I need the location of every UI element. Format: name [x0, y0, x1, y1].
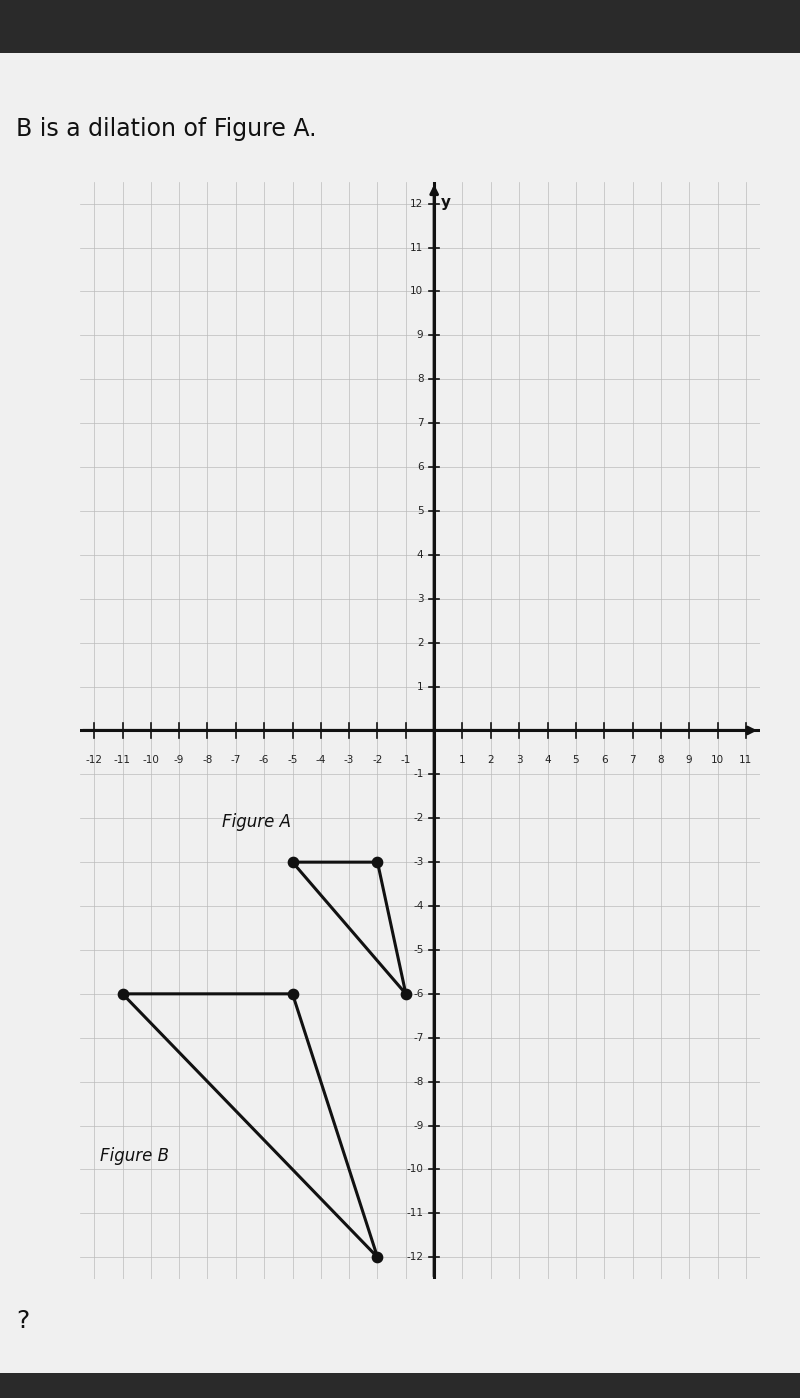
Text: -11: -11: [114, 755, 131, 765]
Text: -2: -2: [372, 755, 382, 765]
Text: y: y: [442, 194, 451, 210]
Text: 12: 12: [410, 199, 423, 208]
Text: Figure A: Figure A: [222, 814, 290, 830]
Text: 3: 3: [417, 594, 423, 604]
Text: -7: -7: [413, 1033, 423, 1043]
Text: ?: ?: [16, 1309, 30, 1334]
Point: [399, 983, 412, 1005]
Text: B is a dilation of Figure A.: B is a dilation of Figure A.: [16, 116, 317, 141]
Text: -8: -8: [202, 755, 213, 765]
Point: [371, 851, 384, 874]
Text: -8: -8: [413, 1076, 423, 1086]
Text: -3: -3: [413, 857, 423, 867]
Text: -10: -10: [406, 1165, 423, 1174]
Text: -4: -4: [316, 755, 326, 765]
Text: 2: 2: [417, 637, 423, 647]
Text: -12: -12: [86, 755, 102, 765]
Text: -2: -2: [413, 814, 423, 823]
Text: -5: -5: [413, 945, 423, 955]
Text: 3: 3: [516, 755, 522, 765]
Text: -11: -11: [406, 1208, 423, 1218]
Text: -1: -1: [413, 769, 423, 779]
Text: -5: -5: [287, 755, 298, 765]
Text: Figure B: Figure B: [100, 1146, 169, 1165]
Text: 10: 10: [711, 755, 724, 765]
Text: 2: 2: [487, 755, 494, 765]
Text: -4: -4: [413, 902, 423, 911]
Text: 7: 7: [417, 418, 423, 428]
Text: 5: 5: [417, 506, 423, 516]
Point: [371, 1246, 384, 1268]
Text: 8: 8: [417, 375, 423, 384]
Text: 7: 7: [629, 755, 636, 765]
Text: 4: 4: [544, 755, 551, 765]
Text: -6: -6: [259, 755, 270, 765]
Text: 4: 4: [417, 549, 423, 559]
Text: -1: -1: [401, 755, 411, 765]
Text: 1: 1: [459, 755, 466, 765]
Text: 11: 11: [739, 755, 753, 765]
Point: [286, 851, 299, 874]
Text: 11: 11: [410, 243, 423, 253]
Point: [116, 983, 129, 1005]
Text: -9: -9: [413, 1121, 423, 1131]
Text: -10: -10: [142, 755, 159, 765]
Text: -7: -7: [230, 755, 241, 765]
Text: -6: -6: [413, 988, 423, 998]
Point: [286, 983, 299, 1005]
Text: 1: 1: [417, 682, 423, 692]
Text: -12: -12: [406, 1253, 423, 1262]
Text: 9: 9: [686, 755, 693, 765]
Text: 9: 9: [417, 330, 423, 340]
Text: -3: -3: [344, 755, 354, 765]
Text: 6: 6: [601, 755, 607, 765]
Text: 6: 6: [417, 463, 423, 473]
Text: 10: 10: [410, 287, 423, 296]
Text: 8: 8: [658, 755, 664, 765]
Text: 5: 5: [573, 755, 579, 765]
Text: -9: -9: [174, 755, 184, 765]
